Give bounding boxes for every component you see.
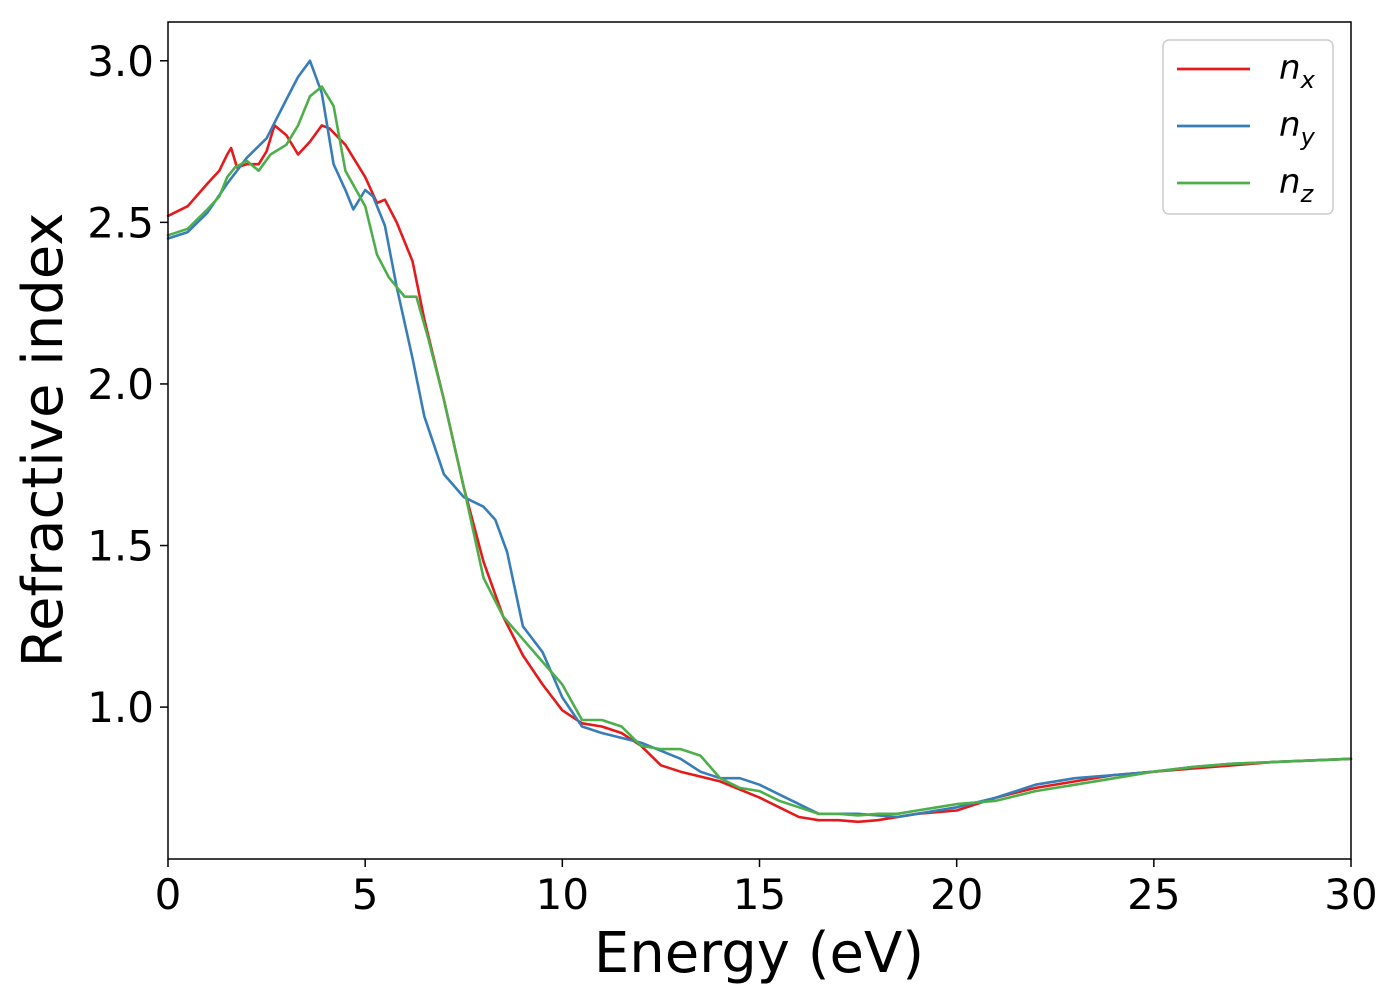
- legend: nx ny nz: [1162, 39, 1334, 215]
- x-tick-label: 30: [1324, 870, 1377, 919]
- y-tick-label: 1.0: [87, 683, 154, 732]
- x-tick-label: 15: [733, 870, 786, 919]
- y-tick-label: 1.5: [87, 522, 154, 571]
- y-tick-label: 2.5: [87, 198, 154, 247]
- x-tick-label: 20: [930, 870, 983, 919]
- series-layer: [166, 59, 1353, 824]
- x-axis-ticks: 0 5 10 15 20 25 30: [155, 859, 1378, 919]
- y-tick-label: 3.0: [87, 37, 154, 86]
- x-tick-label: 0: [155, 870, 182, 919]
- x-tick-label: 25: [1127, 870, 1180, 919]
- x-axis-label: Energy (eV): [594, 921, 924, 986]
- legend-label-ny: ny: [1279, 105, 1316, 151]
- y-axis-label: Refractive index: [11, 213, 76, 668]
- legend-label-nx: nx: [1279, 48, 1316, 94]
- legend-label-nz: nz: [1279, 162, 1315, 208]
- series-line-nz: [166, 85, 1353, 817]
- x-tick-label: 10: [536, 870, 589, 919]
- x-tick-label: 5: [352, 870, 379, 919]
- y-axis-ticks: 1.0 1.5 2.0 2.5 3.0: [87, 37, 168, 732]
- y-tick-label: 2.0: [87, 360, 154, 409]
- legend-items: nx ny nz: [1177, 48, 1316, 208]
